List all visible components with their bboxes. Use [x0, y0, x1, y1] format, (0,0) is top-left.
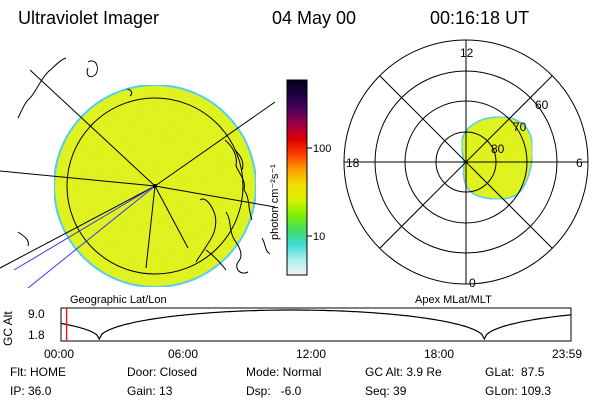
- mlat-label-70: 70: [513, 120, 527, 134]
- date-label: 04 May 00: [272, 8, 356, 28]
- time-axis-label: 00:00: [44, 347, 74, 361]
- status-flight: Flt: HOME: [10, 365, 66, 379]
- altitude-curve: [60, 309, 572, 341]
- apex-polar-plot: 12 18 6 0 60 70 80: [343, 39, 589, 290]
- terminator-line: [13, 185, 156, 271]
- coastline: [40, 134, 48, 146]
- time-axis-label: 12:00: [296, 347, 326, 361]
- time-label: 00:16:18 UT: [430, 8, 529, 28]
- time-axis-label: 06:00: [168, 347, 198, 361]
- status-panel: Flt: HOME IP: 36.0 Door: Closed Gain: 13…: [10, 365, 551, 398]
- altitude-plot-frame: [60, 307, 572, 342]
- altitude-tick-label: 1.8: [28, 328, 45, 342]
- terminator-line: [27, 185, 156, 288]
- polar-grid: [343, 39, 589, 285]
- status-gain: Gain: 13: [127, 384, 173, 398]
- status-glon: GLon: 109.3: [485, 384, 551, 398]
- mlt-label-18: 18: [346, 156, 360, 170]
- lat-lon-grid: [0, 69, 275, 275]
- geographic-caption: Geographic Lat/Lon: [70, 294, 167, 306]
- status-dsp: Dsp: -6.0: [246, 384, 302, 398]
- altitude-axis-label: GC Alt: [1, 311, 15, 346]
- colorbar-scale: [286, 79, 308, 276]
- status-door: Door: Closed: [127, 365, 197, 379]
- mlat-label-80: 80: [491, 142, 505, 156]
- status-mode: Mode: Normal: [246, 365, 321, 379]
- time-axis-label: 18:00: [424, 347, 454, 361]
- geographic-map: [0, 57, 275, 288]
- colorbar: 100 10 photon cm⁻²s⁻¹: [269, 79, 331, 276]
- altitude-tick-label: 9.0: [28, 307, 45, 321]
- status-ip: IP: 36.0: [10, 384, 52, 398]
- colorbar-tick-label: 10: [313, 231, 325, 243]
- status-seq: Seq: 39: [365, 384, 407, 398]
- apex-caption: Apex MLat/MLT: [415, 294, 492, 306]
- altitude-strip-plot: GC Alt 9.0 1.8 00:00 06:00 12:00 18:00 2…: [1, 307, 582, 361]
- colorbar-tick-label: 100: [313, 143, 331, 155]
- status-gc-alt: GC Alt: 3.9 Re: [365, 365, 442, 379]
- subsatellite-point: [153, 184, 157, 188]
- instrument-title: Ultraviolet Imager: [18, 8, 159, 28]
- mlt-label-12: 12: [460, 46, 474, 60]
- mlt-label-6: 6: [576, 156, 583, 170]
- auroral-oval: [461, 116, 534, 200]
- mlt-label-0: 0: [469, 276, 476, 290]
- mlat-label-60: 60: [535, 98, 549, 112]
- status-glat: GLat: 87.5: [485, 365, 545, 379]
- coastline: [195, 198, 217, 263]
- colorbar-unit-label: photon cm⁻²s⁻¹: [269, 164, 281, 240]
- time-axis-label: 23:59: [552, 347, 582, 361]
